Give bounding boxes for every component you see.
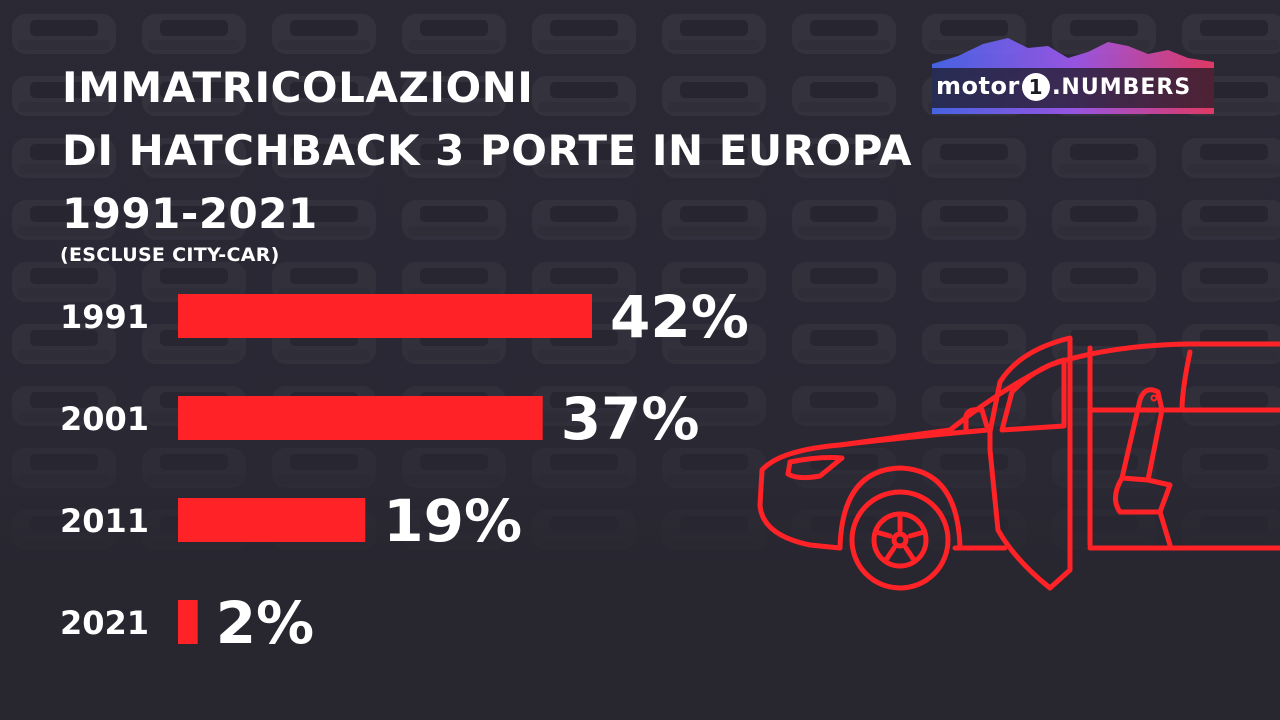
logo-one-badge: 1 [1021,73,1050,101]
title-line-2: DI HATCHBACK 3 PORTE IN EUROPA [62,126,913,175]
category-label-2011: 2011 [60,502,149,540]
value-label-2001: 37% [561,385,700,453]
logo-wordmark: motor 1 .NUMBERS [936,72,1191,104]
title-line-1: IMMATRICOLAZIONI [62,63,534,112]
logo-mountain-graphic [932,38,1214,114]
bar-1991 [178,294,592,338]
motor1-numbers-logo: motor 1 .NUMBERS [928,34,1218,114]
logo-dot: . [1051,72,1062,100]
category-label-2021: 2021 [60,604,149,642]
value-label-2021: 2% [216,589,314,657]
logo-word: motor [936,72,1020,100]
chart-subtitle: (ESCLUSE CITY-CAR) [60,244,280,266]
chart-title: IMMATRICOLAZIONI DI HATCHBACK 3 PORTE IN… [62,56,912,245]
category-label-1991: 1991 [60,298,149,336]
bar-2001 [178,396,543,440]
logo-numbers: NUMBERS [1061,75,1192,100]
bar-chart: 1991 42% 2001 37% 2011 19% 2021 2% [60,283,749,657]
title-line-3: 1991-2021 [62,189,318,238]
car-outline-icon [757,335,1280,591]
bar-2011 [178,498,366,542]
value-label-2011: 19% [383,487,522,555]
category-label-2001: 2001 [60,400,149,438]
bar-2021 [178,600,198,644]
value-label-1991: 42% [610,283,749,351]
